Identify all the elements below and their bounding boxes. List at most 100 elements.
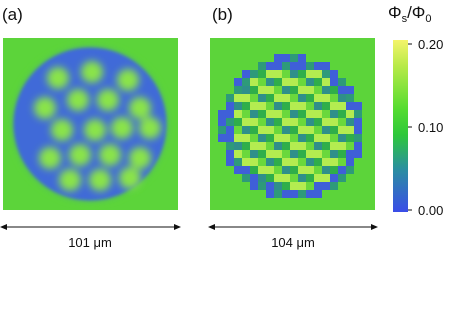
heatmap-cell [274,150,282,158]
heatmap-cell [282,102,290,110]
heatmap-cell [266,134,274,142]
heatmap-cell [330,142,338,150]
heatmap-cell [322,94,330,102]
heatmap-cell [282,118,290,126]
heatmap-cell [290,78,298,86]
heatmap-cell [242,126,250,134]
heatmap-cell [314,166,322,174]
heatmap-cell [242,118,250,126]
heatmap-cell [346,142,354,150]
heatmap-cell [346,86,354,94]
heatmap-cell [322,102,330,110]
heatmap-cell [274,110,282,118]
heatmap-cell [338,126,346,134]
heatmap-cell [274,158,282,166]
heatmap-cell [338,86,346,94]
vortex-blob [139,117,161,139]
heatmap-cell [298,190,306,198]
heatmap-cell [234,166,242,174]
heatmap-cell [226,142,234,150]
heatmap-cell [290,158,298,166]
heatmap-cell [314,102,322,110]
heatmap-cell [306,134,314,142]
heatmap-cell [290,182,298,190]
scale-label: 101 μm [68,235,112,250]
heatmap-cell [282,78,290,86]
heatmap-cell [346,126,354,134]
heatmap-cell [306,166,314,174]
heatmap-cell [290,142,298,150]
heatmap-cell [274,174,282,182]
heatmap-cell [242,102,250,110]
colorbar-tick-label: 0.00 [418,203,443,218]
heatmap-cell [266,150,274,158]
heatmap-cell [250,102,258,110]
heatmap-cell [330,102,338,110]
heatmap-cell [330,70,338,78]
heatmap-cell [322,126,330,134]
heatmap-cell [250,182,258,190]
heatmap-cell [266,190,274,198]
heatmap-cell [242,86,250,94]
heatmap-cell [234,86,242,94]
heatmap-cell [314,70,322,78]
heatmap-cell [306,182,314,190]
heatmap-cell [298,158,306,166]
heatmap-cell [266,182,274,190]
heatmap-cell [274,102,282,110]
heatmap-cell [226,94,234,102]
vortex-blob [99,144,121,166]
heatmap-cell [250,86,258,94]
heatmap-cell [250,142,258,150]
heatmap-cell [282,174,290,182]
heatmap-cell [274,166,282,174]
scale-label: 104 μm [271,235,315,250]
heatmap-cell [274,126,282,134]
heatmap-cell [282,94,290,102]
heatmap-cell [330,110,338,118]
heatmap-cell [250,94,258,102]
heatmap-cell [250,70,258,78]
heatmap-cell [282,110,290,118]
heatmap-cell [322,158,330,166]
heatmap-cell [266,174,274,182]
heatmap-cell [330,94,338,102]
heatmap-cell [258,134,266,142]
heatmap-cell [258,70,266,78]
heatmap-cell [218,118,226,126]
colorbar-tick-label: 0.20 [418,37,443,52]
vortex-blob [119,167,141,189]
vortex-blob [84,119,106,141]
heatmap-cell [314,190,322,198]
heatmap-cell [250,134,258,142]
heatmap-cell [298,134,306,142]
heatmap-cell [258,86,266,94]
heatmap-cell [338,78,346,86]
heatmap-cell [290,150,298,158]
heatmap-cell [258,182,266,190]
heatmap-cell [290,126,298,134]
heatmap-cell [226,126,234,134]
heatmap-cell [266,118,274,126]
heatmap-cell [298,86,306,94]
heatmap-cell [282,126,290,134]
heatmap-cell [298,126,306,134]
heatmap-cell [250,166,258,174]
heatmap-cell [298,166,306,174]
heatmap-cell [346,134,354,142]
heatmap-cell [234,102,242,110]
heatmap-cell [338,158,346,166]
vortex-blob [59,169,81,191]
heatmap-cell [266,102,274,110]
heatmap-cell [322,118,330,126]
heatmap-cell [346,102,354,110]
heatmap-cell [306,150,314,158]
heatmap-cell [306,142,314,150]
heatmap-cell [274,134,282,142]
heatmap-cell [226,134,234,142]
heatmap-cell [322,182,330,190]
heatmap-cell [242,70,250,78]
heatmap-cell [354,134,362,142]
vortex-blob [67,89,89,111]
heatmap-cell [298,78,306,86]
